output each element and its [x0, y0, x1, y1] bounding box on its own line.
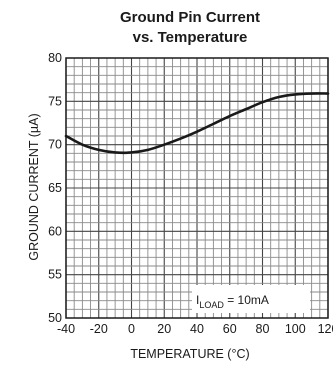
x-tick-label: 40: [190, 322, 204, 336]
y-tick-label: 75: [48, 94, 62, 108]
annotation-background: [192, 285, 310, 313]
y-axis-label: GROUND CURRENT (µA): [27, 113, 41, 260]
load-annotation-prefix: I: [196, 293, 199, 307]
x-tick-label: -20: [90, 322, 108, 336]
x-tick-label: 120: [318, 322, 333, 336]
x-tick-label: -40: [57, 322, 75, 336]
y-tick-label: 60: [48, 224, 62, 238]
plot-frame: [65, 57, 329, 319]
load-annotation-subscript: LOAD: [199, 300, 224, 310]
y-tick-label: 80: [48, 51, 62, 65]
chart-title: Ground Pin Current: [120, 9, 260, 26]
y-tick-label: 50: [48, 311, 62, 325]
y-tick-label: 70: [48, 138, 62, 152]
x-tick-label: 60: [223, 322, 237, 336]
x-tick-label: 20: [157, 322, 171, 336]
x-tick-label: 80: [256, 322, 270, 336]
series-layer: [64, 92, 330, 155]
y-tick-label: 65: [48, 181, 62, 195]
tick-labels: -40 -20 0 20 40 60 80 100 120 50 55 60 65 70 75 80: [48, 51, 333, 336]
series-line: [64, 92, 330, 155]
x-tick-label: 0: [128, 322, 135, 336]
x-axis-label: TEMPERATURE (°C): [130, 347, 249, 361]
y-tick-label: 55: [48, 268, 62, 282]
chart-subtitle: vs. Temperature: [133, 29, 248, 46]
load-annotation-suffix: = 10mA: [224, 293, 269, 307]
grid: [65, 57, 329, 319]
load-annotation: ILOAD = 10mA: [196, 293, 269, 310]
x-tick-label: 100: [285, 322, 306, 336]
